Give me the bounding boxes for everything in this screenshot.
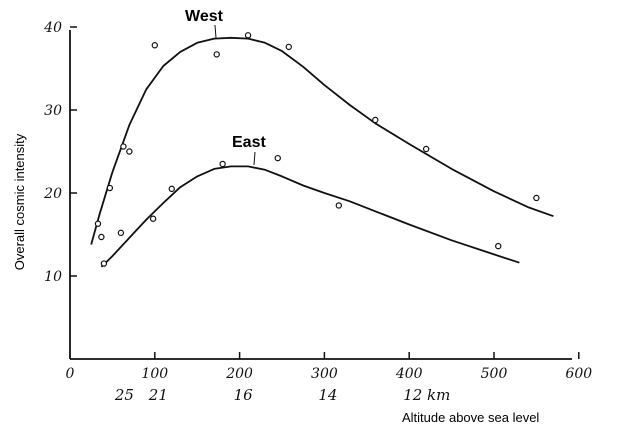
x-tick-label: 600 <box>565 366 592 382</box>
y-tick-label: 30 <box>44 103 62 119</box>
altitude-tick-label: 16 <box>234 386 254 404</box>
data-point-east <box>274 154 281 162</box>
data-point-east <box>168 185 175 193</box>
axes: 0 100 200 300 400 500 600 10 20 30 40 25 21 16 14 12 km <box>43 20 592 404</box>
label-leader-east <box>253 151 256 166</box>
curve-east <box>100 165 520 268</box>
data-point-east <box>219 160 226 168</box>
x-tick-label: 100 <box>141 366 168 382</box>
data-point-west <box>151 42 158 49</box>
data-point-east <box>335 202 343 209</box>
data-point-west <box>120 143 127 150</box>
data-points <box>94 32 540 267</box>
altitude-tick-label: 21 <box>148 386 168 404</box>
labels: West East Overall cosmic intensity Altit… <box>12 8 539 425</box>
series-label-east: East <box>232 134 266 151</box>
x-tick-label: 300 <box>311 366 338 382</box>
altitude-tick-label: 14 <box>318 386 337 404</box>
data-point-west <box>285 43 292 51</box>
data-point-east <box>100 260 108 267</box>
curve-west <box>90 36 554 245</box>
data-point-west <box>126 148 133 155</box>
x-tick-label: 400 <box>395 366 423 382</box>
x-tick-label: 0 <box>66 366 75 382</box>
curves <box>90 36 554 268</box>
label-leader-west <box>214 24 217 39</box>
data-point-west <box>98 233 105 241</box>
x-tick-label: 200 <box>225 366 253 382</box>
data-point-east <box>495 242 502 250</box>
y-tick-label: 20 <box>43 186 62 202</box>
data-point-west <box>533 194 540 202</box>
x-tick-label: 500 <box>481 366 508 382</box>
data-point-west <box>213 51 220 58</box>
series-label-west: West <box>185 8 224 25</box>
y-tick-label: 40 <box>43 20 62 36</box>
data-point-east <box>149 215 157 222</box>
data-point-west <box>94 220 102 227</box>
altitude-tick-label: 12 km <box>403 386 450 404</box>
x-axis-title: Altitude above sea level <box>402 410 539 425</box>
data-point-east <box>117 229 125 237</box>
data-point-west <box>372 116 379 124</box>
data-point-west <box>244 32 252 39</box>
y-axis-title: Overall cosmic intensity <box>12 133 27 270</box>
altitude-tick-label: 25 <box>114 386 134 404</box>
data-point-west <box>106 184 114 192</box>
y-tick-label: 10 <box>44 269 62 285</box>
data-point-west <box>422 145 430 153</box>
